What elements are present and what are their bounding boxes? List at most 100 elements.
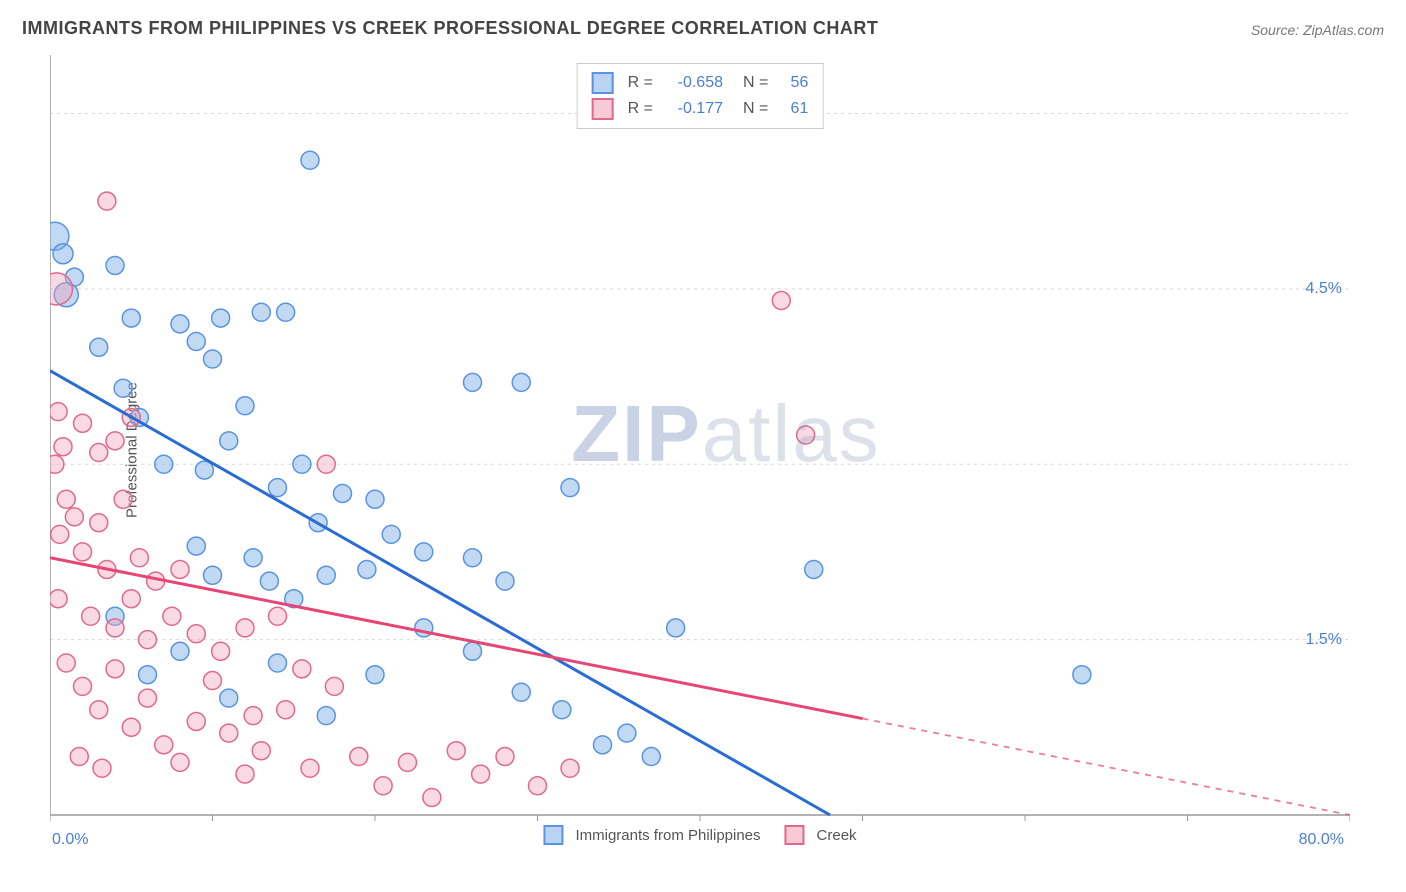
- data-point: [114, 379, 132, 397]
- data-point: [98, 192, 116, 210]
- data-point: [293, 455, 311, 473]
- data-point: [171, 753, 189, 771]
- data-point: [496, 748, 514, 766]
- data-point: [50, 455, 64, 473]
- y-tick-label: 4.5%: [1306, 280, 1342, 298]
- data-point: [57, 654, 75, 672]
- data-point: [187, 332, 205, 350]
- legend-swatch: [785, 825, 805, 845]
- data-point: [805, 560, 823, 578]
- scatter-plot: [50, 55, 1350, 845]
- legend-r-value: -0.177: [663, 100, 723, 118]
- data-point: [415, 543, 433, 561]
- data-point: [244, 549, 262, 567]
- data-point: [130, 549, 148, 567]
- legend-row: R = -0.177 N = 61: [592, 96, 809, 122]
- data-point: [50, 590, 67, 608]
- legend-n-value: 56: [778, 74, 808, 92]
- data-point: [204, 566, 222, 584]
- data-point: [74, 414, 92, 432]
- legend-swatch: [592, 72, 614, 94]
- legend-swatch: [592, 98, 614, 120]
- data-point: [155, 455, 173, 473]
- data-point: [464, 642, 482, 660]
- data-point: [374, 777, 392, 795]
- data-point: [667, 619, 685, 637]
- legend-label: Immigrants from Philippines: [575, 827, 760, 844]
- data-point: [1073, 666, 1091, 684]
- data-point: [512, 373, 530, 391]
- data-point: [334, 484, 352, 502]
- regression-line: [50, 558, 863, 719]
- data-point: [106, 432, 124, 450]
- data-point: [301, 151, 319, 169]
- data-point: [70, 748, 88, 766]
- data-point: [301, 759, 319, 777]
- legend-n-value: 61: [778, 100, 808, 118]
- chart-title: IMMIGRANTS FROM PHILIPPINES VS CREEK PRO…: [22, 18, 878, 39]
- data-point: [187, 537, 205, 555]
- data-point: [512, 683, 530, 701]
- data-point: [171, 315, 189, 333]
- data-point: [114, 490, 132, 508]
- data-point: [277, 303, 295, 321]
- series-legend: Immigrants from Philippines Creek: [543, 825, 856, 845]
- legend-n-label: N =: [743, 74, 768, 92]
- data-point: [293, 660, 311, 678]
- legend-r-value: -0.658: [663, 74, 723, 92]
- data-point: [797, 426, 815, 444]
- data-point: [74, 677, 92, 695]
- data-point: [366, 490, 384, 508]
- x-tick-label: 80.0%: [1299, 831, 1344, 849]
- data-point: [325, 677, 343, 695]
- data-point: [317, 455, 335, 473]
- regression-line-extrapolated: [863, 719, 1351, 815]
- source-attribution: Source: ZipAtlas.com: [1251, 22, 1384, 38]
- data-point: [220, 689, 238, 707]
- data-point: [139, 689, 157, 707]
- data-point: [382, 525, 400, 543]
- data-point: [171, 560, 189, 578]
- data-point: [90, 338, 108, 356]
- data-point: [163, 607, 181, 625]
- data-point: [399, 753, 417, 771]
- data-point: [57, 490, 75, 508]
- data-point: [618, 724, 636, 742]
- legend-r-label: R =: [628, 100, 653, 118]
- data-point: [252, 303, 270, 321]
- data-point: [317, 566, 335, 584]
- data-point: [204, 672, 222, 690]
- data-point: [65, 508, 83, 526]
- data-point: [212, 309, 230, 327]
- correlation-legend: R = -0.658 N = 56 R = -0.177 N = 61: [577, 63, 824, 129]
- legend-r-label: R =: [628, 74, 653, 92]
- data-point: [561, 759, 579, 777]
- data-point: [90, 444, 108, 462]
- data-point: [252, 742, 270, 760]
- data-point: [269, 654, 287, 672]
- data-point: [122, 590, 140, 608]
- legend-n-label: N =: [743, 100, 768, 118]
- data-point: [53, 244, 73, 264]
- data-point: [122, 309, 140, 327]
- data-point: [642, 748, 660, 766]
- data-point: [464, 549, 482, 567]
- data-point: [594, 736, 612, 754]
- legend-item: Creek: [785, 825, 857, 845]
- data-point: [155, 736, 173, 754]
- data-point: [171, 642, 189, 660]
- data-point: [93, 759, 111, 777]
- data-point: [236, 619, 254, 637]
- data-point: [472, 765, 490, 783]
- data-point: [220, 724, 238, 742]
- data-point: [496, 572, 514, 590]
- data-point: [236, 397, 254, 415]
- data-point: [122, 718, 140, 736]
- data-point: [220, 432, 238, 450]
- data-point: [553, 701, 571, 719]
- data-point: [82, 607, 100, 625]
- data-point: [244, 707, 262, 725]
- data-point: [358, 560, 376, 578]
- chart-area: Professional Degree ZIPatlas R =-0.658N …: [50, 55, 1350, 845]
- data-point: [366, 666, 384, 684]
